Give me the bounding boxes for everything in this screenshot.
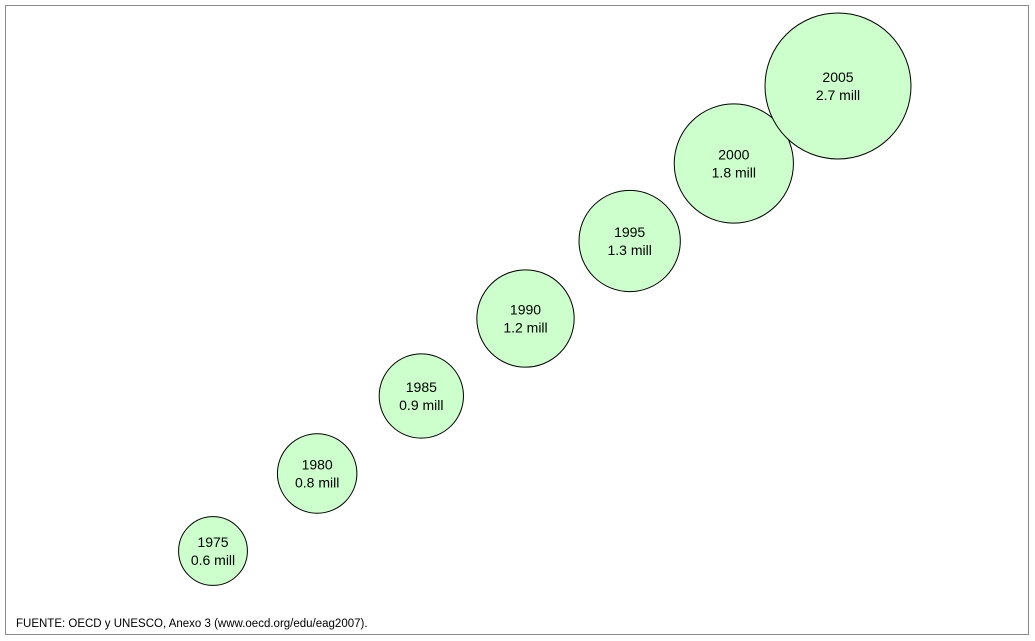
- bubble-value-label: 0.9 mill: [399, 397, 443, 413]
- bubble-circle-1980: [276, 433, 358, 514]
- bubble-value-label: 1.2 mill: [503, 320, 547, 336]
- bubble-2000: 2000 1.8 mill: [673, 103, 794, 224]
- bubble-year-label: 1980: [302, 457, 333, 473]
- bubble-year-label: 1985: [406, 379, 437, 395]
- bubble-value-label: 0.8 mill: [295, 475, 339, 491]
- bubble-circle-1975: [178, 516, 248, 586]
- bubble-circle-2005: [764, 12, 912, 160]
- bubble-1980: 1980 0.8 mill: [276, 433, 358, 514]
- bubble-value-label: 1.3 mill: [607, 242, 651, 258]
- bubble-year-label: 2000: [718, 147, 749, 163]
- bubble-1985: 1985 0.9 mill: [378, 353, 464, 439]
- bubble-value-label: 2.7 mill: [816, 87, 860, 103]
- bubble-value-label: 0.6 mill: [191, 552, 235, 568]
- bubble-chart: 1975 0.6 mill 1980 0.8 mill 1985 0.9 mill 1990…: [178, 12, 912, 586]
- bubble-circle-1985: [378, 353, 464, 439]
- bubble-2005: 2005 2.7 mill: [764, 12, 912, 160]
- bubble-year-label: 2005: [822, 69, 853, 85]
- bubble-year-label: 1990: [510, 302, 541, 318]
- bubble-circle-1995: [578, 189, 681, 293]
- bubble-1975: 1975 0.6 mill: [178, 516, 248, 586]
- bubble-1990: 1990 1.2 mill: [476, 269, 575, 368]
- chart-frame: 1975 0.6 mill 1980 0.8 mill 1985 0.9 mill 1990…: [5, 5, 1029, 635]
- bubble-circle-2000: [673, 103, 794, 224]
- bubble-value-label: 1.8 mill: [712, 165, 756, 181]
- bubble-circle-1990: [476, 269, 575, 368]
- source-note: FUENTE: OECD y UNESCO, Anexo 3 (www.oecd…: [16, 618, 368, 630]
- bubble-1995: 1995 1.3 mill: [578, 189, 681, 293]
- bubble-year-label: 1975: [197, 534, 228, 550]
- bubble-year-label: 1995: [614, 224, 645, 240]
